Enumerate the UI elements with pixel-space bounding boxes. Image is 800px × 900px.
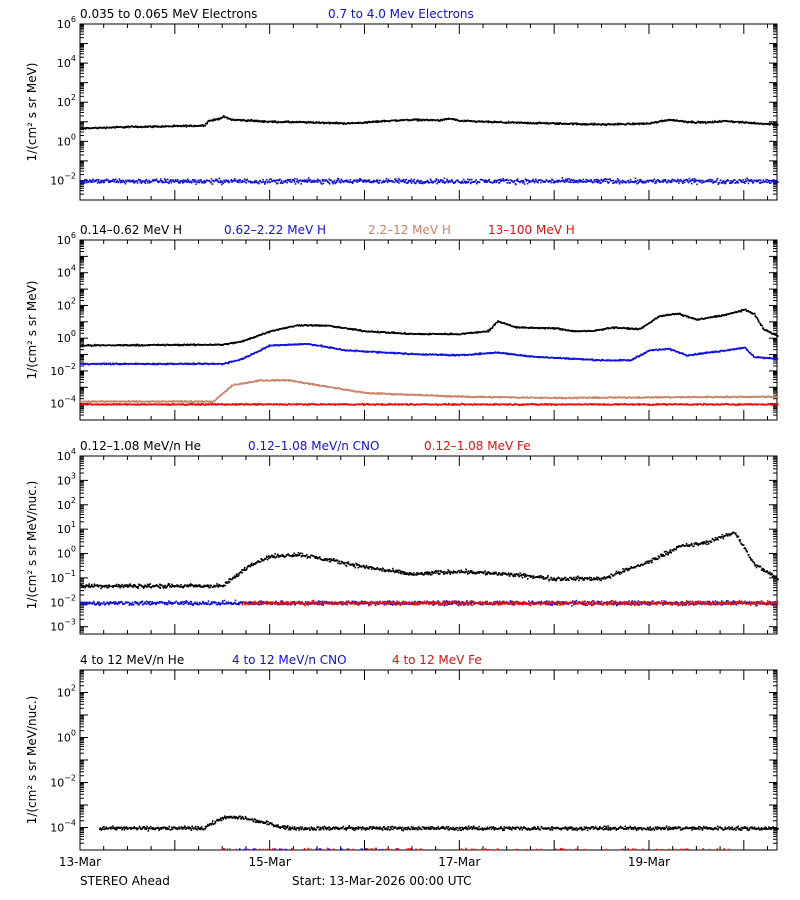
legend-entry: 0.12–1.08 MeV/n He xyxy=(80,439,201,453)
x-tick-label: 17-Mar xyxy=(438,855,480,869)
series-points xyxy=(221,847,730,851)
legend-entry: 0.12–1.08 MeV Fe xyxy=(424,439,531,453)
x-tick-label: 19-Mar xyxy=(628,855,670,869)
legend-entry: 2.2–12 MeV H xyxy=(368,223,451,237)
legend-entry: 0.7 to 4.0 Mev Electrons xyxy=(328,7,474,21)
y-tick-label: 10−2 xyxy=(50,593,76,609)
y-tick-label: 104 xyxy=(57,54,76,70)
series-points xyxy=(80,402,779,407)
series-points xyxy=(79,378,779,404)
legend-entry: 0.62–2.22 MeV H xyxy=(224,223,326,237)
y-tick-label: 104 xyxy=(57,264,76,280)
x-tick-label: 13-Mar xyxy=(59,855,101,869)
panel-frame xyxy=(79,455,778,635)
y-axis-label: 1/(cm² s sr MeV/nuc.) xyxy=(25,696,39,825)
legend-entry: 0.035 to 0.065 MeV Electrons xyxy=(80,7,257,21)
panel-2: 10−4 10−2 100 102 104 106 1/(cm² s sr MeV) 0.14… xyxy=(25,223,779,421)
panel-frame xyxy=(79,239,778,421)
y-tick-label: 10−3 xyxy=(50,618,76,634)
y-tick-label: 100 xyxy=(57,729,76,745)
series-points xyxy=(79,531,779,590)
legend-entry: 4 to 12 MeV/n CNO xyxy=(232,653,347,667)
y-tick-label: 102 xyxy=(57,296,76,312)
y-tick-label: 102 xyxy=(57,684,76,700)
y-tick-label: 103 xyxy=(57,471,76,487)
y-axis-label: 1/(cm² s sr MeV) xyxy=(25,281,39,380)
series-points xyxy=(80,177,779,186)
y-tick-label: 101 xyxy=(57,520,76,536)
y-tick-label: 104 xyxy=(57,447,76,463)
legend-entry: 13–100 MeV H xyxy=(488,223,575,237)
footer-start-time: Start: 13-Mar-2026 00:00 UTC xyxy=(292,874,472,888)
y-tick-label: 106 xyxy=(57,15,76,31)
y-tick-label: 102 xyxy=(57,496,76,512)
y-tick-label: 10−2 xyxy=(50,362,76,378)
legend-entry: 4 to 12 MeV/n He xyxy=(80,653,184,667)
y-tick-label: 10−2 xyxy=(50,171,76,187)
y-axis-label: 1/(cm² s sr MeV/nuc.) xyxy=(25,481,39,610)
y-axis-label: 1/(cm² s sr MeV) xyxy=(25,63,39,162)
y-tick-label: 10−4 xyxy=(50,819,76,835)
x-tick-label: 15-Mar xyxy=(249,855,291,869)
y-tick-label: 102 xyxy=(57,93,76,109)
legend-entry: 0.12–1.08 MeV/n CNO xyxy=(248,439,379,453)
series-points xyxy=(80,115,779,130)
series-points xyxy=(80,342,779,366)
y-tick-label: 100 xyxy=(57,545,76,561)
y-tick-label: 100 xyxy=(57,132,76,148)
legend-entry: 0.14–0.62 MeV H xyxy=(80,223,182,237)
series-points xyxy=(80,308,779,347)
series-points xyxy=(98,815,779,832)
y-tick-label: 100 xyxy=(57,329,76,345)
y-tick-label: 10−4 xyxy=(50,395,76,411)
footer-spacecraft: STEREO Ahead xyxy=(80,874,170,888)
series-points xyxy=(241,599,779,607)
y-tick-label: 106 xyxy=(57,231,76,247)
panel-frame xyxy=(79,669,778,851)
y-tick-label: 10−1 xyxy=(50,569,76,585)
y-tick-label: 10−2 xyxy=(50,774,76,790)
panel-3: 10−3 10−2 10−1 100 101 102 103 104 1/(cm² s sr M… xyxy=(25,439,779,635)
panel-4: 10−4 10−2 100 102 1/(cm² s sr MeV/nuc.) 4 to … xyxy=(25,653,779,851)
panel-frame xyxy=(79,23,778,201)
legend-entry: 4 to 12 MeV Fe xyxy=(392,653,482,667)
panel-1: 10−2 100 102 104 106 1/(cm² s sr MeV) 0.035 to… xyxy=(25,7,779,201)
